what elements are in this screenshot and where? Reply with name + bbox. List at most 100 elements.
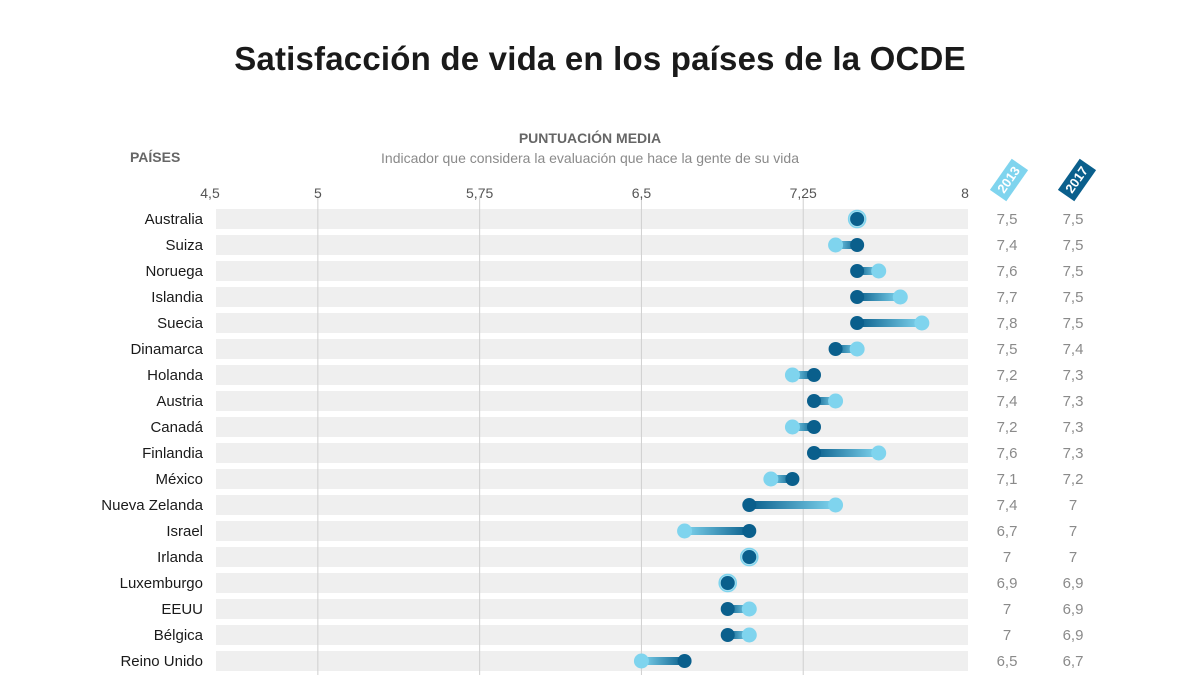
country-label: Finlandia [142, 445, 204, 462]
value-2013: 7,1 [997, 471, 1018, 488]
value-2017: 7,3 [1063, 419, 1084, 436]
dot-2017 [677, 654, 692, 668]
country-label: Islandia [151, 289, 203, 306]
value-2013: 7,7 [997, 289, 1018, 306]
change-connector [641, 657, 685, 665]
x-tick-label: 5 [314, 185, 322, 201]
dot-2013 [828, 393, 844, 409]
value-2017: 7 [1069, 523, 1077, 540]
country-label: Luxemburgo [120, 575, 203, 592]
change-connector [727, 605, 750, 613]
country-label: Israel [166, 523, 203, 540]
change-connector [814, 397, 836, 405]
value-2013: 7,6 [997, 263, 1018, 280]
dot-overlap-ring [718, 573, 738, 593]
row-background [216, 469, 968, 489]
dot-2017 [720, 628, 735, 642]
country-label: Nueva Zelanda [101, 497, 203, 514]
value-2017: 7,3 [1063, 445, 1084, 462]
x-tick-label: 5,75 [466, 185, 493, 201]
row-background [216, 547, 968, 567]
row-background [216, 313, 968, 333]
dot-2017 [850, 264, 865, 278]
x-tick-label: 4,5 [200, 185, 220, 201]
country-label: Australia [145, 211, 204, 228]
dot-2013 [828, 497, 844, 513]
change-connector [857, 267, 879, 275]
value-2017: 7,2 [1063, 471, 1084, 488]
dot-2017 [807, 420, 821, 434]
dot-2017 [742, 524, 757, 538]
change-connector [749, 501, 836, 509]
change-connector [857, 319, 922, 327]
dot-2013 [849, 341, 865, 357]
chart-title: Satisfacción de vida en los países de la… [234, 40, 966, 77]
value-2013: 7,5 [997, 211, 1018, 228]
dot-2013 [914, 315, 930, 331]
row-background [216, 235, 968, 255]
country-label: Irlanda [157, 549, 204, 566]
row-background [216, 391, 968, 411]
value-2013: 6,5 [997, 653, 1018, 670]
dot-2013 [784, 419, 800, 435]
value-2013: 6,7 [997, 523, 1018, 540]
dot-2013 [633, 653, 649, 669]
country-label: Dinamarca [130, 341, 203, 358]
change-connector [857, 293, 901, 301]
x-tick-label: 6,5 [632, 185, 652, 201]
value-2013: 7,6 [997, 445, 1018, 462]
value-2017: 6,7 [1063, 653, 1084, 670]
value-2013: 6,9 [997, 575, 1018, 592]
dot-2013 [784, 367, 800, 383]
measure-description: Indicador que considera la evaluación qu… [381, 150, 799, 166]
change-connector [814, 449, 879, 457]
value-2017: 7,5 [1063, 237, 1084, 254]
countries-column-header: PAÍSES [130, 149, 181, 165]
dot-2013 [741, 627, 757, 643]
value-2013: 7,4 [997, 237, 1018, 254]
row-background [216, 625, 968, 645]
value-2017: 6,9 [1063, 601, 1084, 618]
dot-2013 [741, 601, 757, 617]
row-background [216, 287, 968, 307]
value-2017: 7,3 [1063, 367, 1084, 384]
dot-2017 [828, 342, 843, 356]
country-label: Suiza [165, 237, 203, 254]
value-2017: 7,5 [1063, 315, 1084, 332]
dot-2017 [742, 498, 757, 512]
change-connector [792, 371, 814, 379]
change-connector [727, 631, 750, 639]
dot-overlap-ring [847, 209, 867, 229]
country-label: Suecia [157, 315, 204, 332]
row-background [216, 339, 968, 359]
value-2013: 7,4 [997, 497, 1018, 514]
dot-2013 [763, 471, 779, 487]
row-background [216, 573, 968, 593]
value-2017: 7,4 [1063, 341, 1084, 358]
dot-2017 [807, 394, 821, 408]
dot-overlap-ring [739, 547, 759, 567]
dot-2017 [850, 316, 865, 330]
country-label: Bélgica [154, 627, 204, 644]
value-2013: 7,4 [997, 393, 1018, 410]
value-2017: 7,3 [1063, 393, 1084, 410]
dot-2017 [720, 576, 735, 590]
row-background [216, 495, 968, 515]
row-background [216, 651, 968, 671]
change-connector [770, 475, 793, 483]
change-connector [684, 527, 750, 535]
row-background [216, 209, 968, 229]
dot-2013 [677, 523, 693, 539]
value-2013: 7,8 [997, 315, 1018, 332]
measure-header: PUNTUACIÓN MEDIA [518, 130, 662, 146]
value-2013: 7 [1003, 601, 1011, 618]
change-connector [835, 345, 858, 353]
value-2017: 7,5 [1063, 289, 1084, 306]
dot-2017 [807, 368, 821, 382]
dot-2017 [850, 212, 865, 226]
dot-2017 [850, 290, 865, 304]
row-background [216, 599, 968, 619]
value-2013: 7,5 [997, 341, 1018, 358]
country-label: Holanda [147, 367, 204, 384]
